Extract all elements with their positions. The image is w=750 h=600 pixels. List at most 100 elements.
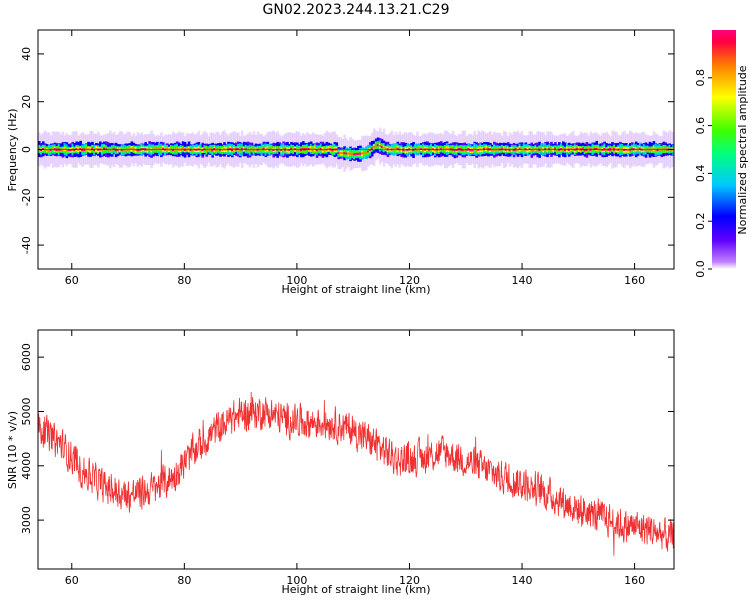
heatmap-cell [372,145,376,149]
heatmap-cell [561,147,565,151]
heatmap-cell [473,147,476,151]
y-tick-label: 40 [20,47,33,61]
heatmap-cell [601,149,604,151]
x-tick-label: 160 [624,274,645,287]
y-tick-label: 6000 [20,343,33,371]
heatmap-cell [508,149,512,152]
heatmap-cell [91,147,94,151]
heatmap-cell [307,147,311,151]
y-tick-label: 20 [20,95,33,109]
colorbar: 0.0 0.2 0.4 0.6 0.8 Normalized spectral ampl… [694,30,749,278]
heatmap-band [38,127,674,172]
heatmap-cell [156,147,159,151]
heatmap-cell [623,148,626,152]
heatmap-cell [276,148,279,151]
heatmap-cell [463,148,467,152]
heatmap-cell [569,148,573,151]
heatmap-cell [51,148,55,150]
heatmap-cell [384,147,388,150]
heatmap-cell [374,144,378,147]
heatmap-cell [366,150,370,153]
heatmap-cell [252,148,256,152]
heatmap-cell [611,147,614,151]
heatmap-cell [244,148,248,151]
heatmap-cell [93,149,96,152]
heatmap-cell [439,148,443,150]
heatmap-cell [108,148,112,151]
heatmap-cell [532,148,536,152]
heatmap-cell [412,148,415,152]
heatmap-cell [236,147,240,151]
heatmap-cell [630,147,634,151]
heatmap-cell [124,148,128,151]
heatmap-cell [294,148,297,151]
heatmap-cell [290,147,293,150]
heatmap-cell [394,147,398,150]
heatmap-cell [652,147,656,151]
heatmap-cell [660,148,664,152]
x-tick-label: 100 [286,574,307,587]
heatmap-cell [136,148,140,152]
heatmap-cell [221,149,224,151]
heatmap-cell [250,147,254,151]
heatmap-cell [370,147,374,151]
heatmap-cell [538,148,541,152]
heatmap-cell [339,151,342,155]
heatmap-cell [595,147,599,150]
heatmap-cell [286,148,289,151]
heatmap-cell [309,147,313,151]
heatmap-cell [361,152,364,155]
heatmap-cell [644,149,648,151]
x-tick-label: 140 [512,274,533,287]
heatmap-cell [278,147,281,151]
heatmap-cell [627,148,630,152]
heatmap-cell [433,148,437,152]
heatmap-cell [63,148,67,151]
heatmap-cell [65,148,69,152]
colorbar-label: Normalized spectral amplitude [736,65,749,234]
heatmap-cell [571,147,575,150]
y-tick-label: 4000 [20,452,33,480]
heatmap-cell [201,149,205,152]
heatmap-cell [420,147,423,150]
x-tick-label: 160 [624,574,645,587]
heatmap-cell [49,148,53,151]
heatmap-cell [351,152,354,156]
heatmap-cell [69,149,73,152]
heatmap-cell [353,153,356,156]
heatmap-cell [662,147,666,151]
heatmap-cell [455,148,459,151]
heatmap-cell [345,152,348,155]
bottom-x-ticks: 60 80 100 120 140 160 [65,330,645,587]
heatmap-cell [211,148,214,152]
top-x-axis-label: Height of straight line (km) [281,283,430,296]
heatmap-cell [341,152,344,154]
heatmap-cell [646,147,650,151]
heatmap-cell [347,152,350,155]
heatmap-cell [73,149,77,151]
heatmap-cell [296,148,299,151]
heatmap-cell [219,148,222,151]
figure-title: GN02.2023.244.13.21.C29 [263,2,450,18]
heatmap-cell [288,149,291,151]
heatmap-cell [181,147,185,151]
colorbar-ticks: 0.0 0.2 0.4 0.6 0.8 [694,69,712,278]
heatmap-cell [382,146,386,149]
heatmap-cell [75,148,79,150]
heatmap-cell [396,147,400,151]
heatmap-cell [605,148,608,152]
heatmap-cell [301,148,305,151]
heatmap-cell [363,152,366,155]
heatmap-cell [540,147,543,151]
heatmap-cell [365,151,368,155]
heatmap-cell [581,147,585,151]
heatmap-cell [67,149,71,152]
heatmap-cell [349,152,352,155]
y-tick-label: -40 [20,236,33,254]
heatmap-cell [114,148,118,152]
heatmap-cell [130,147,134,151]
heatmap-cell [327,147,331,150]
heatmap-cell [656,148,660,152]
heatmap-cell [485,147,488,150]
heatmap-cell [321,148,325,151]
